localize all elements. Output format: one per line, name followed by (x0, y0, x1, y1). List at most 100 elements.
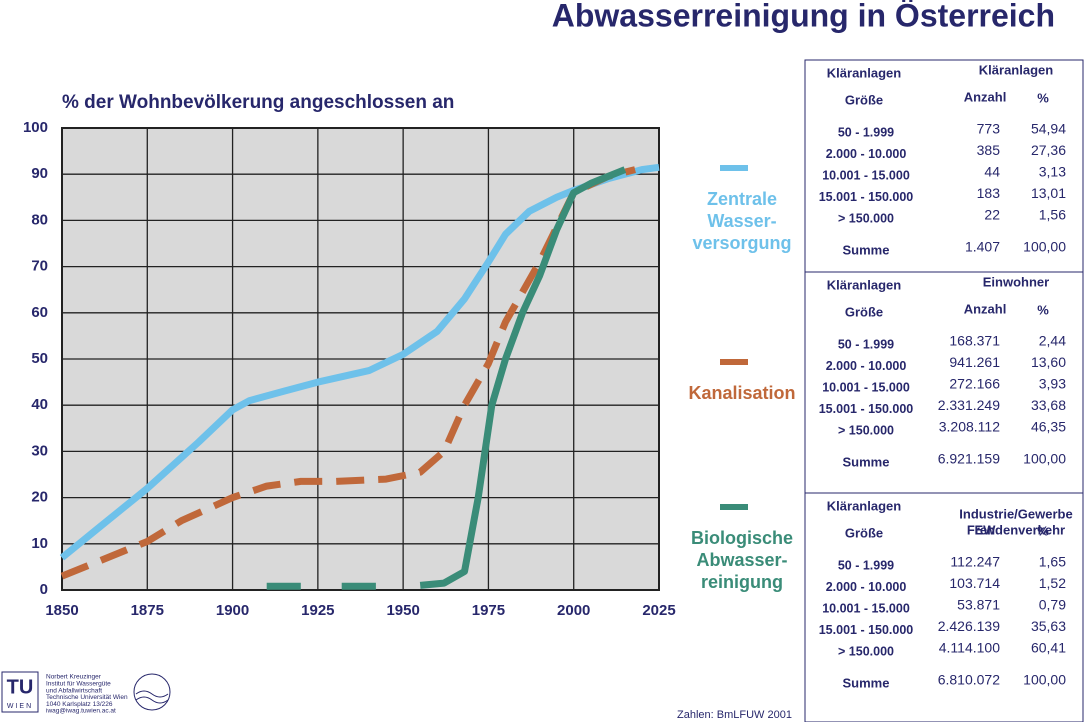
y-tick-label: 40 (31, 396, 48, 413)
table-row-label: 50 - 1.999 (838, 125, 894, 139)
table-cell: 2.331.249 (938, 397, 1000, 413)
table-cell: 13,60 (1031, 354, 1066, 370)
table-header: Kläranlagen (827, 498, 901, 513)
legend-swatch (720, 359, 748, 365)
table-cell: 941.261 (949, 354, 1000, 370)
logo-box (1, 671, 39, 713)
series-line (266, 166, 627, 590)
table-cell: 1,65 (1039, 554, 1066, 570)
y-tick-label: 100 (23, 119, 48, 136)
table-row-label: > 150.000 (838, 211, 894, 225)
x-tick-label: 1950 (386, 602, 419, 619)
y-tick-label: 10 (31, 535, 48, 552)
table-cell: 35,63 (1031, 618, 1066, 634)
table-cell: 13,01 (1031, 185, 1066, 201)
table-row-label: 50 - 1.999 (838, 337, 894, 351)
logo-tu: TU (7, 676, 34, 698)
y-axis-label: % der Wohnbevölkerung angeschlossen an (62, 92, 454, 113)
y-tick-label: 60 (31, 304, 48, 321)
legend-label: Biologische Abwasser-reinigung (691, 528, 793, 592)
table-cell: 272.166 (949, 376, 1000, 392)
table-header: Größe (845, 525, 883, 540)
table-total: 100,00 (1023, 672, 1066, 688)
logo-wien: WIEN (7, 703, 33, 710)
table-row-label: 15.001 - 150.000 (819, 623, 914, 637)
y-tick-label: 30 (31, 442, 48, 459)
table-group-header: Frendenverkehr (967, 522, 1065, 537)
x-tick-label: 2000 (557, 602, 590, 619)
x-tick-label: 1900 (216, 602, 249, 619)
table-cell: 3.208.112 (939, 419, 1000, 435)
y-tick-label: 50 (31, 350, 48, 367)
table-total-label: Summe (843, 454, 890, 469)
institute-line: Norbert Kreuzinger (46, 674, 102, 681)
x-tick-label: 1925 (301, 602, 334, 619)
table-cell: 1,56 (1039, 207, 1066, 223)
table-cell: 44 (984, 164, 1000, 180)
table-group-header: Industrie/Gewerbe (959, 506, 1072, 521)
table-row-label: 2.000 - 10.000 (826, 147, 907, 161)
table-cell: 168.371 (949, 333, 1000, 349)
institute-logo (133, 673, 171, 711)
table-cell: 1,52 (1039, 575, 1066, 591)
y-tick-label: 80 (31, 211, 48, 228)
institute-line: Technische Universität Wien (46, 694, 128, 701)
table-column-header: Anzahl (964, 301, 1007, 316)
table-cell: 27,36 (1031, 142, 1066, 158)
table-column-header: EW (975, 522, 997, 537)
institute-line: Institut für Wassergüte (46, 681, 111, 688)
table-cell: 3,13 (1039, 164, 1066, 180)
table-total: 6.921.159 (938, 451, 1000, 467)
table-row-label: 10.001 - 15.000 (822, 380, 910, 394)
table-row-label: 10.001 - 15.000 (822, 601, 910, 615)
plot-frame (61, 127, 660, 591)
table-cell: 2,44 (1039, 333, 1066, 349)
table-total: 100,00 (1023, 239, 1066, 255)
institute-logo-waves (135, 690, 169, 704)
legend-swatch (720, 165, 748, 171)
table-cell: 33,68 (1031, 397, 1066, 413)
x-tick-label: 1975 (472, 602, 505, 619)
table-column-header: % (1037, 523, 1049, 538)
table-total: 100,00 (1023, 451, 1066, 467)
legend-label: Zentrale Wasser-versorgung (692, 189, 791, 253)
legend-label: Kanalisation (688, 383, 795, 403)
x-tick-label: 1875 (131, 602, 164, 619)
table-cell: 0,79 (1039, 597, 1066, 613)
institute-line: 1040 Karlsplatz 13/226 (46, 701, 113, 708)
table-total: 6.810.072 (938, 672, 1000, 688)
table-total-label: Summe (843, 242, 890, 257)
source-note: Zahlen: BmLFUW 2001 (677, 709, 792, 721)
table-cell: 4.114.100 (939, 640, 1000, 656)
table-group-header: Kläranlagen (979, 62, 1053, 77)
table-row-label: 2.000 - 10.000 (826, 359, 907, 373)
x-tick-label: 1850 (45, 602, 78, 619)
y-tick-label: 90 (31, 165, 48, 182)
y-tick-label: 20 (31, 489, 48, 506)
table-frame (804, 59, 1084, 722)
table-header: Größe (845, 304, 883, 319)
legend-swatch (720, 504, 748, 510)
table-row-label: 10.001 - 15.000 (822, 168, 910, 182)
table-cell: 103.714 (949, 575, 1000, 591)
institute-line: iwag@iwag.tuwien.ac.at (46, 708, 116, 715)
table-row-label: 15.001 - 150.000 (819, 402, 914, 416)
table-total-label: Summe (843, 675, 890, 690)
table-row-label: > 150.000 (838, 423, 894, 437)
y-tick-label: 0 (40, 581, 48, 598)
x-tick-label: 2025 (642, 602, 675, 619)
table-row-label: 50 - 1.999 (838, 558, 894, 572)
table-header: Kläranlagen (827, 65, 901, 80)
table-cell: 53.871 (957, 597, 1000, 613)
table-column-header: Anzahl (964, 89, 1007, 104)
table-group-header: Einwohner (983, 274, 1049, 289)
table-row-label: 2.000 - 10.000 (826, 580, 907, 594)
table-cell: 22 (984, 207, 1000, 223)
table-cell: 112.247 (950, 554, 1000, 570)
table-row-label: 15.001 - 150.000 (819, 190, 914, 204)
table-header: Kläranlagen (827, 277, 901, 292)
table-cell: 54,94 (1031, 121, 1066, 137)
table-column-header: % (1037, 302, 1049, 317)
y-tick-label: 70 (31, 258, 48, 275)
